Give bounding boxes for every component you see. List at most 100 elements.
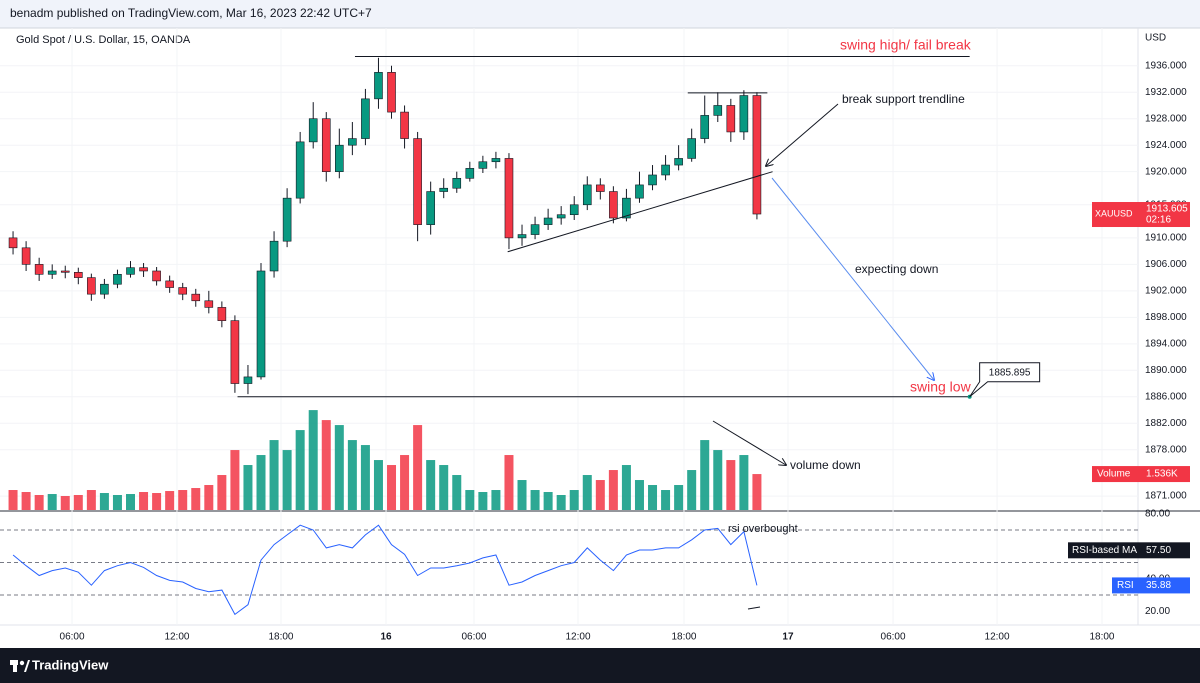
y-tick-label: 1932.000 <box>1145 87 1187 98</box>
volume-bar <box>308 410 318 510</box>
volume-bar <box>360 445 370 510</box>
candle-body <box>635 184 644 199</box>
candle-body <box>478 161 488 169</box>
candle-body <box>335 144 344 172</box>
annotation: rsi overbought <box>728 523 798 535</box>
volume-bar <box>152 493 162 510</box>
candle-body <box>8 237 18 249</box>
volume-bar <box>126 494 136 510</box>
candle-body <box>687 138 696 159</box>
candle-body <box>126 267 135 275</box>
symbol-tag: XAUUSD <box>1095 208 1133 218</box>
volume-bar <box>634 480 644 510</box>
drawn-line <box>507 171 773 253</box>
volume-bar <box>86 490 96 510</box>
candle-body <box>34 264 44 275</box>
volume-bar <box>413 425 423 510</box>
price-tag-label: 1913.605 <box>1146 204 1188 215</box>
candle-body <box>752 95 762 215</box>
volume-bar <box>426 460 436 510</box>
volume-bar <box>334 425 344 510</box>
volume-bar <box>517 480 527 510</box>
price-tag <box>1092 202 1190 228</box>
volume-bar <box>47 494 57 510</box>
y-tick-label: 1910.000 <box>1145 233 1187 244</box>
volume-bar <box>21 492 31 510</box>
currency: USD <box>1145 33 1166 44</box>
candle-body <box>139 267 148 272</box>
candle-body <box>517 234 527 239</box>
x-tick-label: 16 <box>380 632 392 643</box>
volume-tag-label: 1.536K <box>1146 469 1178 480</box>
candle-body <box>113 273 122 285</box>
volume-bar <box>321 420 331 510</box>
annotation: swing low <box>910 379 972 395</box>
x-tick-label: 06:00 <box>60 632 85 643</box>
y-tick-label: 1936.000 <box>1145 60 1187 71</box>
candle-body <box>661 164 670 176</box>
candle-body <box>295 141 305 199</box>
y-tick-label: 1928.000 <box>1145 113 1187 124</box>
volume-bar <box>687 470 697 510</box>
candle-body <box>243 376 253 384</box>
forecast-arrow <box>771 177 934 380</box>
candle-body <box>609 191 618 219</box>
volume-bar <box>217 475 227 510</box>
y-tick-label: 1898.000 <box>1145 312 1187 323</box>
volume-bar <box>661 490 671 510</box>
candle-body <box>543 217 553 225</box>
volume-bar <box>400 455 410 510</box>
rsi-tag-label: 35.88 <box>1146 580 1171 591</box>
logo <box>10 660 30 672</box>
rsi-line <box>12 524 758 616</box>
rsi-tick-label: 80.00 <box>1145 508 1170 519</box>
volume-bar <box>648 485 658 510</box>
candle-body <box>308 118 318 143</box>
x-tick-label: 06:00 <box>881 632 906 643</box>
y-tick-label: 1894.000 <box>1145 338 1187 349</box>
annotation: break support trendline <box>842 92 965 106</box>
volume-bar <box>347 440 357 510</box>
volume-bar <box>8 490 18 510</box>
annotation: expecting down <box>855 262 938 276</box>
candle-body <box>191 293 201 302</box>
volume-bar <box>739 455 749 510</box>
volume-bar <box>191 488 201 510</box>
plot: 1871.000 1878.000 1882.000 1886.000 1890.000… <box>0 28 1190 643</box>
candle-body <box>387 72 396 113</box>
volume-bar <box>373 460 383 510</box>
volume-bar <box>595 480 605 510</box>
footer-brand: TradingView <box>32 657 109 672</box>
rsi-tag <box>1112 577 1190 594</box>
note-arrow <box>766 103 839 166</box>
volume-bar <box>452 475 462 510</box>
x-tick-label: 06:00 <box>461 632 486 643</box>
candle-body <box>256 270 266 378</box>
volume-bar <box>569 490 579 510</box>
y-tick-label: 1886.000 <box>1145 391 1187 402</box>
candle-body <box>491 158 501 163</box>
volume-bar <box>752 474 762 510</box>
x-tick-label: 17 <box>782 632 794 643</box>
volume-bar <box>700 440 710 510</box>
candle-body <box>556 214 566 219</box>
volume-bar <box>478 492 488 510</box>
header-bar <box>0 0 1200 28</box>
volume-bar <box>230 450 240 510</box>
y-tick-label: 1890.000 <box>1145 365 1187 376</box>
rsi-ma-tag <box>1068 542 1190 559</box>
x-tick-label: 12:00 <box>164 632 189 643</box>
countdown: 02:16 <box>1146 215 1171 226</box>
volume-bar <box>387 465 397 510</box>
candle-body <box>452 177 462 189</box>
volume-bar <box>204 485 214 510</box>
rsi-tag-name: RSI <box>1117 580 1134 591</box>
x-tick-label: 12:00 <box>985 632 1010 643</box>
candle-body <box>739 95 749 133</box>
candle-body <box>21 247 31 265</box>
rsi-ma-label: 57.50 <box>1146 545 1171 556</box>
volume-bar <box>34 495 44 510</box>
candle-body <box>622 197 631 219</box>
candle-body <box>152 270 161 282</box>
candle-body <box>361 98 370 139</box>
